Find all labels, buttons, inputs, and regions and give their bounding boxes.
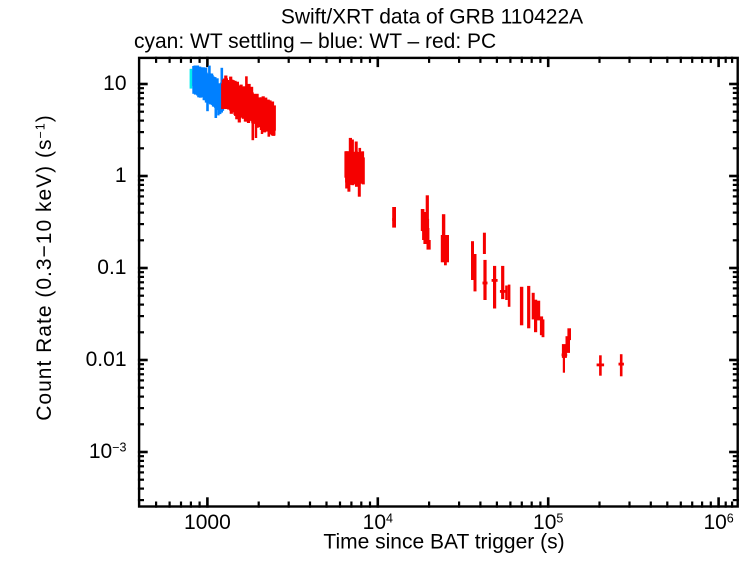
svg-text:1000: 1000 [184, 511, 231, 534]
svg-text:105: 105 [533, 511, 563, 534]
svg-text:Swift/XRT data of GRB 110422A: Swift/XRT data of GRB 110422A [281, 6, 583, 29]
svg-text:0.1: 0.1 [97, 256, 126, 279]
svg-text:Count Rate (0.3−10 keV) (s−1): Count Rate (0.3−10 keV) (s−1) [33, 114, 56, 420]
svg-text:106: 106 [703, 511, 733, 534]
svg-text:1: 1 [115, 164, 127, 187]
svg-text:10: 10 [103, 72, 126, 95]
svg-text:cyan: WT settling – blue: WT –: cyan: WT settling – blue: WT – red: PC [134, 30, 496, 53]
svg-text:104: 104 [363, 511, 393, 534]
svg-text:0.01: 0.01 [86, 348, 127, 371]
svg-text:Time since BAT trigger (s): Time since BAT trigger (s) [323, 531, 564, 554]
